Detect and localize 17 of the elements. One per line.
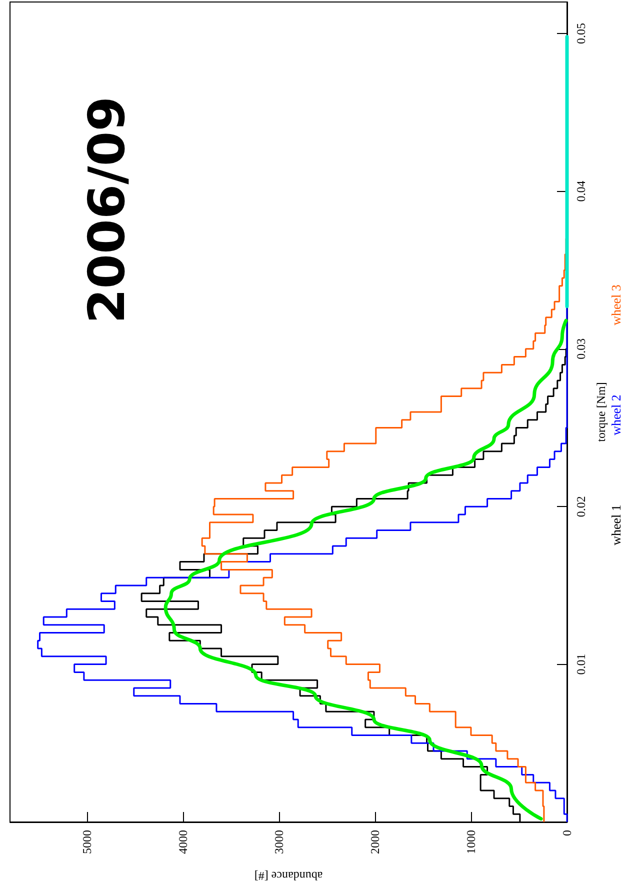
x-axis-title: abundance [#] — [254, 869, 323, 883]
text: wheel 1 — [608, 504, 624, 546]
y-tick-label: 0.04 — [574, 180, 588, 202]
x-tick-label: 0 — [560, 830, 574, 836]
y-tick-label: 0.05 — [574, 23, 588, 44]
x-tick-label: 2000 — [368, 830, 382, 854]
text: wheel 2 — [608, 394, 624, 436]
text: wheel 3 — [608, 284, 624, 326]
y-tick-label: 0.03 — [574, 338, 588, 360]
x-tick-label: 1000 — [464, 830, 478, 854]
text: 2006/09 — [78, 96, 136, 324]
x-tick-label: 4000 — [176, 830, 190, 854]
y-tick-label: 0.02 — [574, 496, 588, 518]
x-tick-label: 5000 — [80, 830, 94, 854]
x-tick-label: 3000 — [272, 830, 286, 854]
y-tick-label: 0.01 — [574, 654, 588, 675]
y-axis-title: torque [Nm] — [594, 382, 608, 442]
